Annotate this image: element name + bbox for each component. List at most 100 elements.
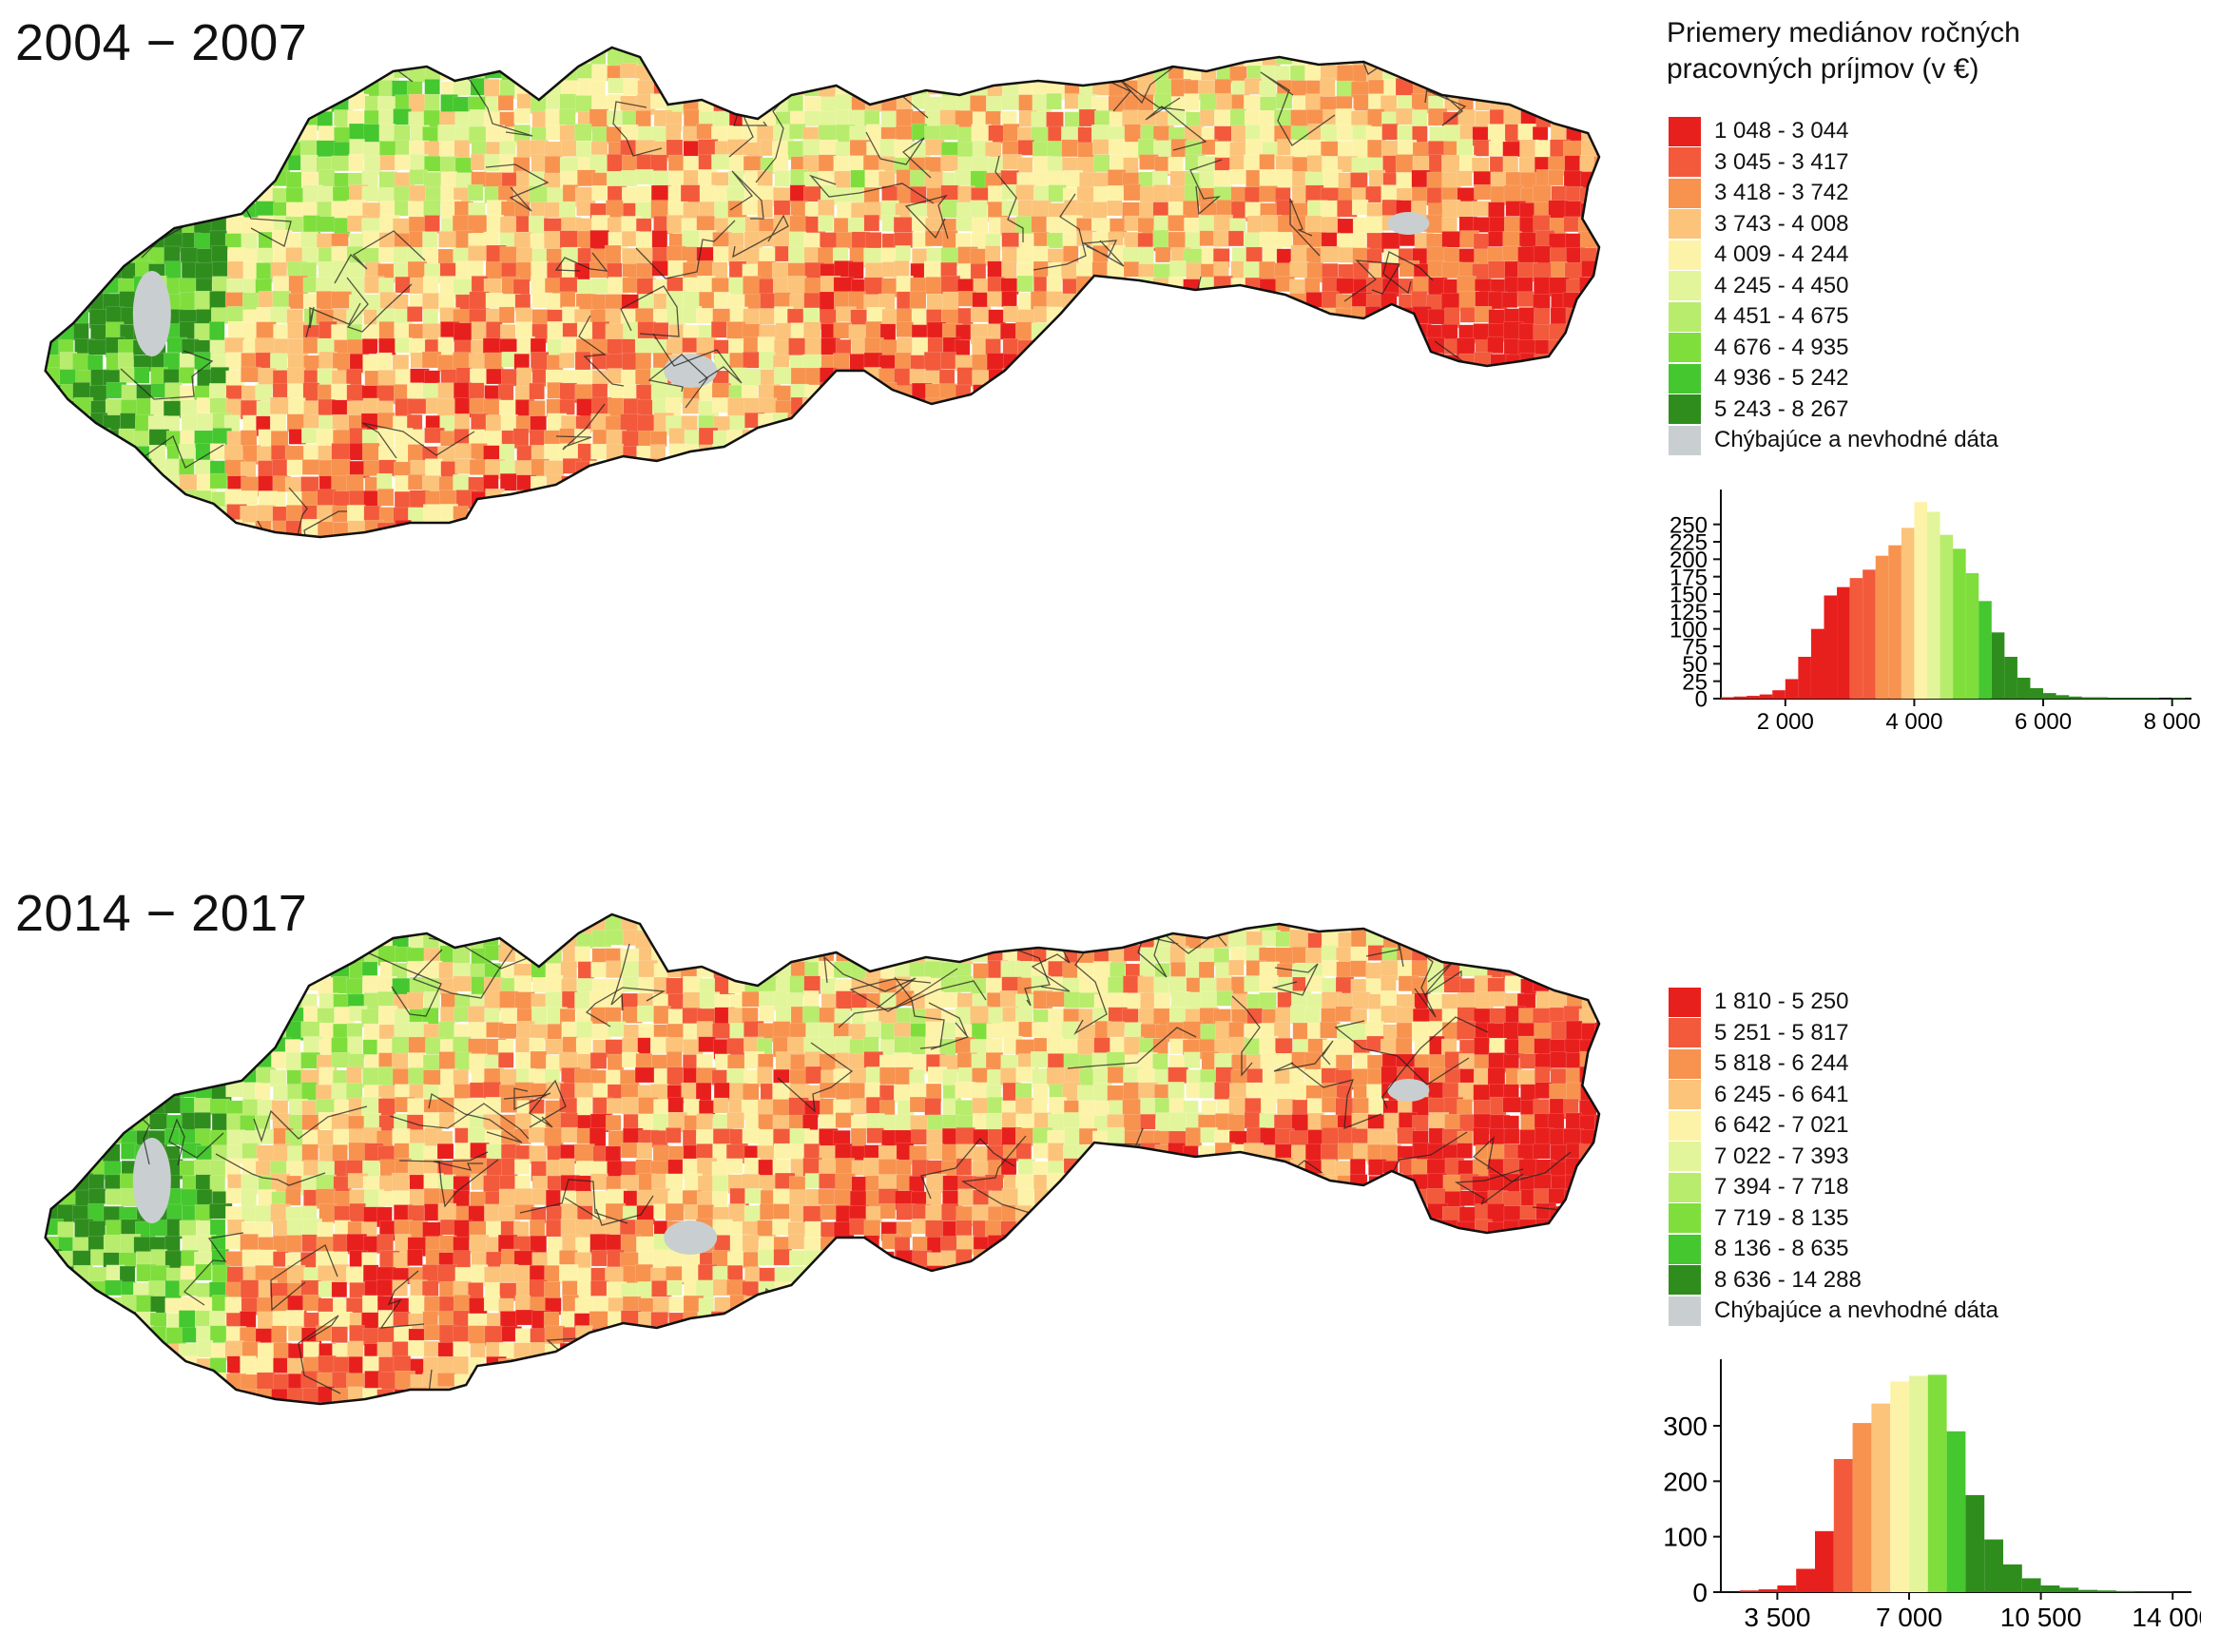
y-tick-label: 250 <box>1670 512 1708 538</box>
y-tick-label: 0 <box>1695 687 1708 713</box>
legend-title: Priemery mediánov ročných pracovných prí… <box>1667 15 2020 87</box>
histogram-bar <box>2153 1591 2173 1592</box>
y-tick-label: 50 <box>1682 652 1708 678</box>
legend-label: 4 245 - 4 450 <box>1714 272 1849 298</box>
legend-label: 5 818 - 6 244 <box>1714 1050 1849 1077</box>
map-2004-2007 <box>44 46 1601 539</box>
missing-data-area <box>1387 1079 1430 1102</box>
legend-item: 7 022 - 7 393 <box>1669 1142 1998 1173</box>
histogram-bar <box>1849 578 1863 699</box>
legend-label: 6 642 - 7 021 <box>1714 1112 1849 1139</box>
histogram-bar <box>1785 679 1799 699</box>
legend-label: 7 022 - 7 393 <box>1714 1143 1849 1169</box>
legend-2004-2007: 1 048 - 3 044 3 045 - 3 417 3 418 - 3 742 3… <box>1669 116 1998 456</box>
histogram-bar <box>2120 698 2133 699</box>
legend-label: 5 251 - 5 817 <box>1714 1019 1849 1046</box>
histogram-bar <box>1863 569 1876 699</box>
map-2014-2017 <box>44 912 1601 1406</box>
histogram-bar <box>1875 555 1889 699</box>
histogram-bar <box>1758 1589 1778 1592</box>
histogram-bar <box>2146 698 2160 699</box>
legend-swatch <box>1669 271 1701 301</box>
legend-item: 3 743 - 4 008 <box>1669 209 1998 240</box>
legend-item: 4 451 - 4 675 <box>1669 301 1998 333</box>
y-tick-label: 100 <box>1670 617 1708 643</box>
histogram-bar <box>1888 545 1901 699</box>
legend-swatch <box>1669 363 1701 394</box>
y-tick-label: 75 <box>1682 635 1708 661</box>
legend-label: 1 048 - 3 044 <box>1714 118 1849 144</box>
histogram-bar <box>2059 1587 2079 1592</box>
legend-label: 6 245 - 6 641 <box>1714 1081 1849 1107</box>
legend-label: Chýbajúce a nevhodné dáta <box>1714 1297 1998 1324</box>
x-tick-label: 3 500 <box>1744 1603 1810 1632</box>
histogram-bar <box>1926 511 1940 699</box>
legend-swatch <box>1669 333 1701 363</box>
y-tick-label: 25 <box>1682 669 1708 695</box>
histogram-bar <box>2081 697 2095 699</box>
histogram-bar <box>1914 502 1927 699</box>
period-title-2004-2007: 2004 − 2007 <box>15 14 308 71</box>
legend-swatch <box>1669 1018 1701 1048</box>
histogram-bar <box>1837 586 1850 699</box>
missing-data-area <box>132 271 171 356</box>
legend-label: 4 451 - 4 675 <box>1714 303 1849 330</box>
legend-swatch <box>1669 209 1701 240</box>
legend-item: 4 936 - 5 242 <box>1669 363 1998 394</box>
histogram-bar <box>1759 694 1773 699</box>
legend-item: 3 045 - 3 417 <box>1669 147 1998 179</box>
histogram-bar <box>1965 573 1979 699</box>
missing-data-area <box>664 1220 718 1255</box>
histogram-bar <box>2095 697 2108 699</box>
histogram-bar <box>1739 1590 1759 1592</box>
legend-label: 4 936 - 5 242 <box>1714 365 1849 392</box>
legend-item: 5 251 - 5 817 <box>1669 1018 1998 1049</box>
x-tick-label: 14 000 <box>2132 1603 2201 1632</box>
legend-item: 5 818 - 6 244 <box>1669 1048 1998 1080</box>
missing-data-area <box>1387 212 1430 235</box>
legend-swatch <box>1669 1172 1701 1202</box>
histogram-bar <box>1901 528 1915 699</box>
histogram-bar <box>1979 601 1992 699</box>
histogram-bar <box>1909 1375 1928 1592</box>
legend-label: 5 243 - 8 267 <box>1714 395 1849 422</box>
legend-swatch <box>1669 178 1701 208</box>
histogram-bar <box>1815 1530 1834 1592</box>
legend-item: 7 394 - 7 718 <box>1669 1172 1998 1203</box>
legend-swatch <box>1669 425 1701 455</box>
legend-item: 1 048 - 3 044 <box>1669 116 1998 147</box>
legend-swatch <box>1669 987 1701 1017</box>
legend-label: 8 636 - 14 288 <box>1714 1266 1862 1293</box>
y-tick-label: 0 <box>1692 1578 1708 1607</box>
legend-swatch <box>1669 1234 1701 1264</box>
histogram-bar <box>1991 632 2005 699</box>
histogram-bar <box>1833 1459 1853 1592</box>
legend-label: 7 394 - 7 718 <box>1714 1174 1849 1201</box>
legend-label: 3 045 - 3 417 <box>1714 148 1849 175</box>
y-tick-label: 125 <box>1670 600 1708 625</box>
histogram-bar <box>2172 698 2186 699</box>
legend-item: 6 642 - 7 021 <box>1669 1110 1998 1142</box>
legend-swatch <box>1669 1203 1701 1234</box>
histogram-bar <box>2030 688 2044 699</box>
legend-swatch <box>1669 1048 1701 1079</box>
histogram-bar <box>1946 1431 1966 1592</box>
legend-swatch <box>1669 1110 1701 1141</box>
histogram-bar <box>2097 1590 2116 1592</box>
histogram-bar <box>1927 1374 1947 1592</box>
legend-label: 3 418 - 3 742 <box>1714 180 1849 206</box>
x-tick-label: 4 000 <box>1885 709 1942 735</box>
histogram-bar <box>1824 595 1838 699</box>
missing-data-area <box>132 1138 171 1223</box>
legend-item: 3 418 - 3 742 <box>1669 178 1998 209</box>
histogram-bar <box>2021 1578 2041 1592</box>
histogram-bar <box>1733 696 1747 699</box>
histogram-bar <box>2078 1589 2097 1592</box>
histogram-bar <box>2040 1585 2060 1592</box>
x-tick-label: 7 000 <box>1876 1603 1942 1632</box>
legend-item: 4 009 - 4 244 <box>1669 240 1998 271</box>
histogram-bar <box>1852 1423 1872 1592</box>
histogram-bar <box>2017 678 2031 699</box>
legend-item: 8 636 - 14 288 <box>1669 1265 1998 1297</box>
missing-data-area <box>664 354 718 388</box>
